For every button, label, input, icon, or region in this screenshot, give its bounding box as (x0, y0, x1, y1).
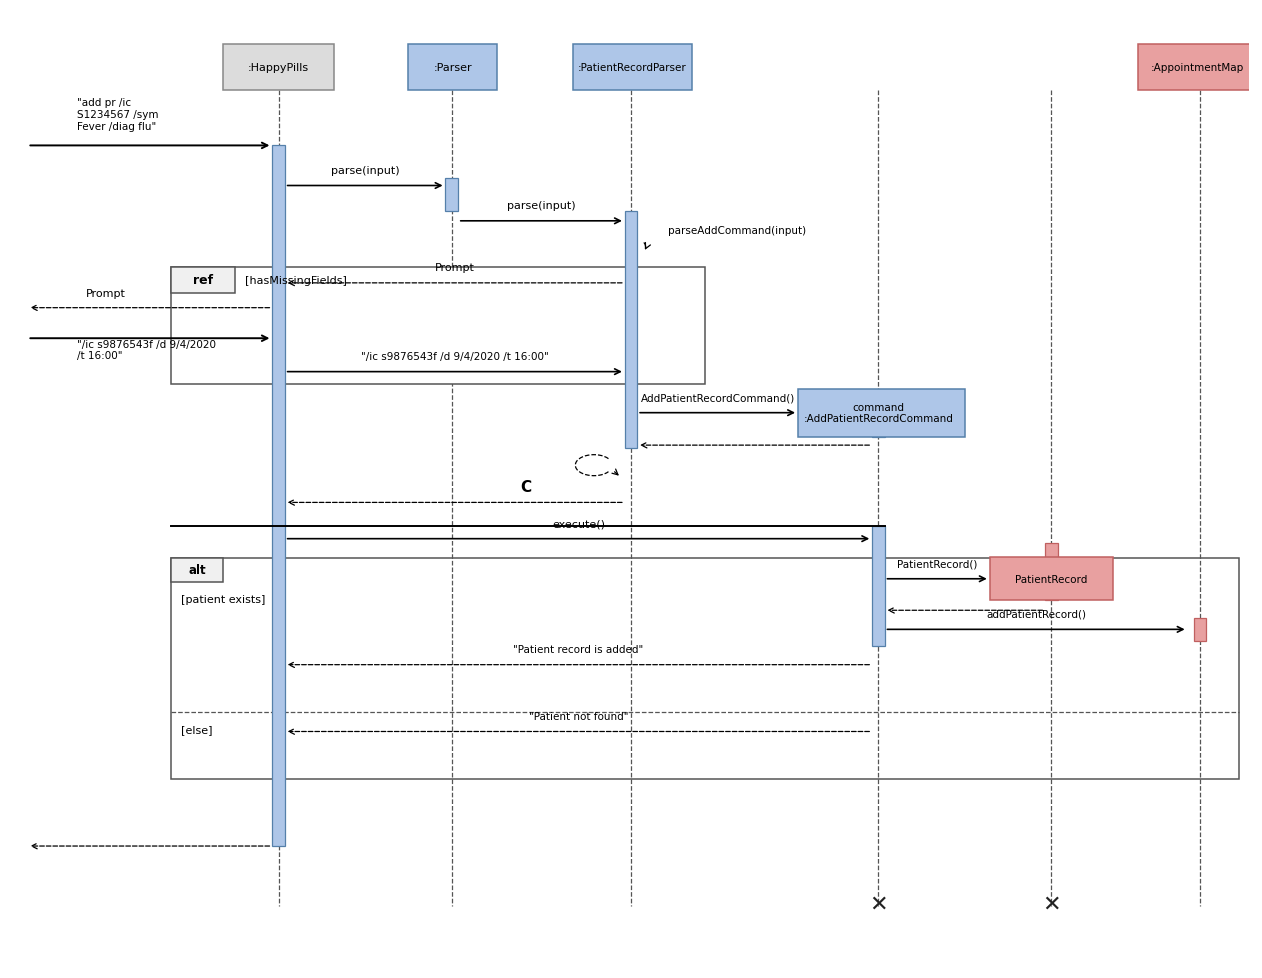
Text: PatientRecord(): PatientRecord() (897, 558, 977, 568)
FancyBboxPatch shape (409, 45, 497, 91)
Text: Prompt: Prompt (435, 263, 475, 273)
FancyBboxPatch shape (273, 147, 285, 846)
Text: PatientRecord: PatientRecord (1016, 574, 1088, 584)
Text: [else]: [else] (180, 725, 212, 734)
FancyBboxPatch shape (170, 267, 705, 384)
Text: parseAddCommand(input): parseAddCommand(input) (668, 226, 806, 236)
Text: execute(): execute() (551, 518, 604, 529)
Text: :Parser: :Parser (434, 63, 472, 73)
Text: "Patient record is added": "Patient record is added" (514, 645, 644, 654)
Text: command
:AddPatientRecordCommand: command :AddPatientRecordCommand (804, 403, 953, 424)
Text: alt: alt (188, 563, 206, 577)
Text: ✕: ✕ (870, 893, 887, 913)
FancyBboxPatch shape (223, 45, 334, 91)
Text: "/ic s9876543f /d 9/4/2020 /t 16:00": "/ic s9876543f /d 9/4/2020 /t 16:00" (361, 352, 549, 362)
Text: :HappyPills: :HappyPills (247, 63, 309, 73)
Text: [patient exists]: [patient exists] (180, 595, 265, 604)
Text: ref: ref (193, 274, 213, 288)
FancyBboxPatch shape (872, 425, 885, 437)
FancyBboxPatch shape (798, 389, 965, 437)
Text: :PatientRecordParser: :PatientRecordParser (578, 63, 687, 73)
Text: Prompt: Prompt (86, 289, 125, 299)
Text: C: C (520, 479, 531, 494)
Text: addPatientRecord(): addPatientRecord() (986, 609, 1087, 619)
FancyBboxPatch shape (872, 527, 885, 645)
Text: AddPatientRecordCommand(): AddPatientRecordCommand() (640, 393, 795, 403)
FancyBboxPatch shape (1045, 544, 1058, 600)
FancyBboxPatch shape (573, 45, 692, 91)
FancyBboxPatch shape (989, 557, 1113, 600)
Text: :AppointmentMap: :AppointmentMap (1151, 63, 1244, 73)
FancyBboxPatch shape (170, 558, 223, 582)
Text: parse(input): parse(input) (507, 201, 575, 211)
FancyBboxPatch shape (625, 212, 637, 449)
Text: "add pr /ic
S1234567 /sym
Fever /diag flu": "add pr /ic S1234567 /sym Fever /diag fl… (77, 98, 159, 131)
FancyBboxPatch shape (170, 267, 235, 294)
Text: parse(input): parse(input) (331, 166, 399, 176)
Text: "/ic s9876543f /d 9/4/2020
/t 16:00": "/ic s9876543f /d 9/4/2020 /t 16:00" (77, 339, 216, 361)
Text: [hasMissingFields]: [hasMissingFields] (245, 276, 347, 286)
FancyBboxPatch shape (1138, 45, 1257, 91)
FancyBboxPatch shape (445, 179, 458, 212)
FancyBboxPatch shape (1194, 618, 1206, 642)
Text: ✕: ✕ (1042, 893, 1061, 913)
Text: "Patient not found": "Patient not found" (529, 711, 628, 721)
